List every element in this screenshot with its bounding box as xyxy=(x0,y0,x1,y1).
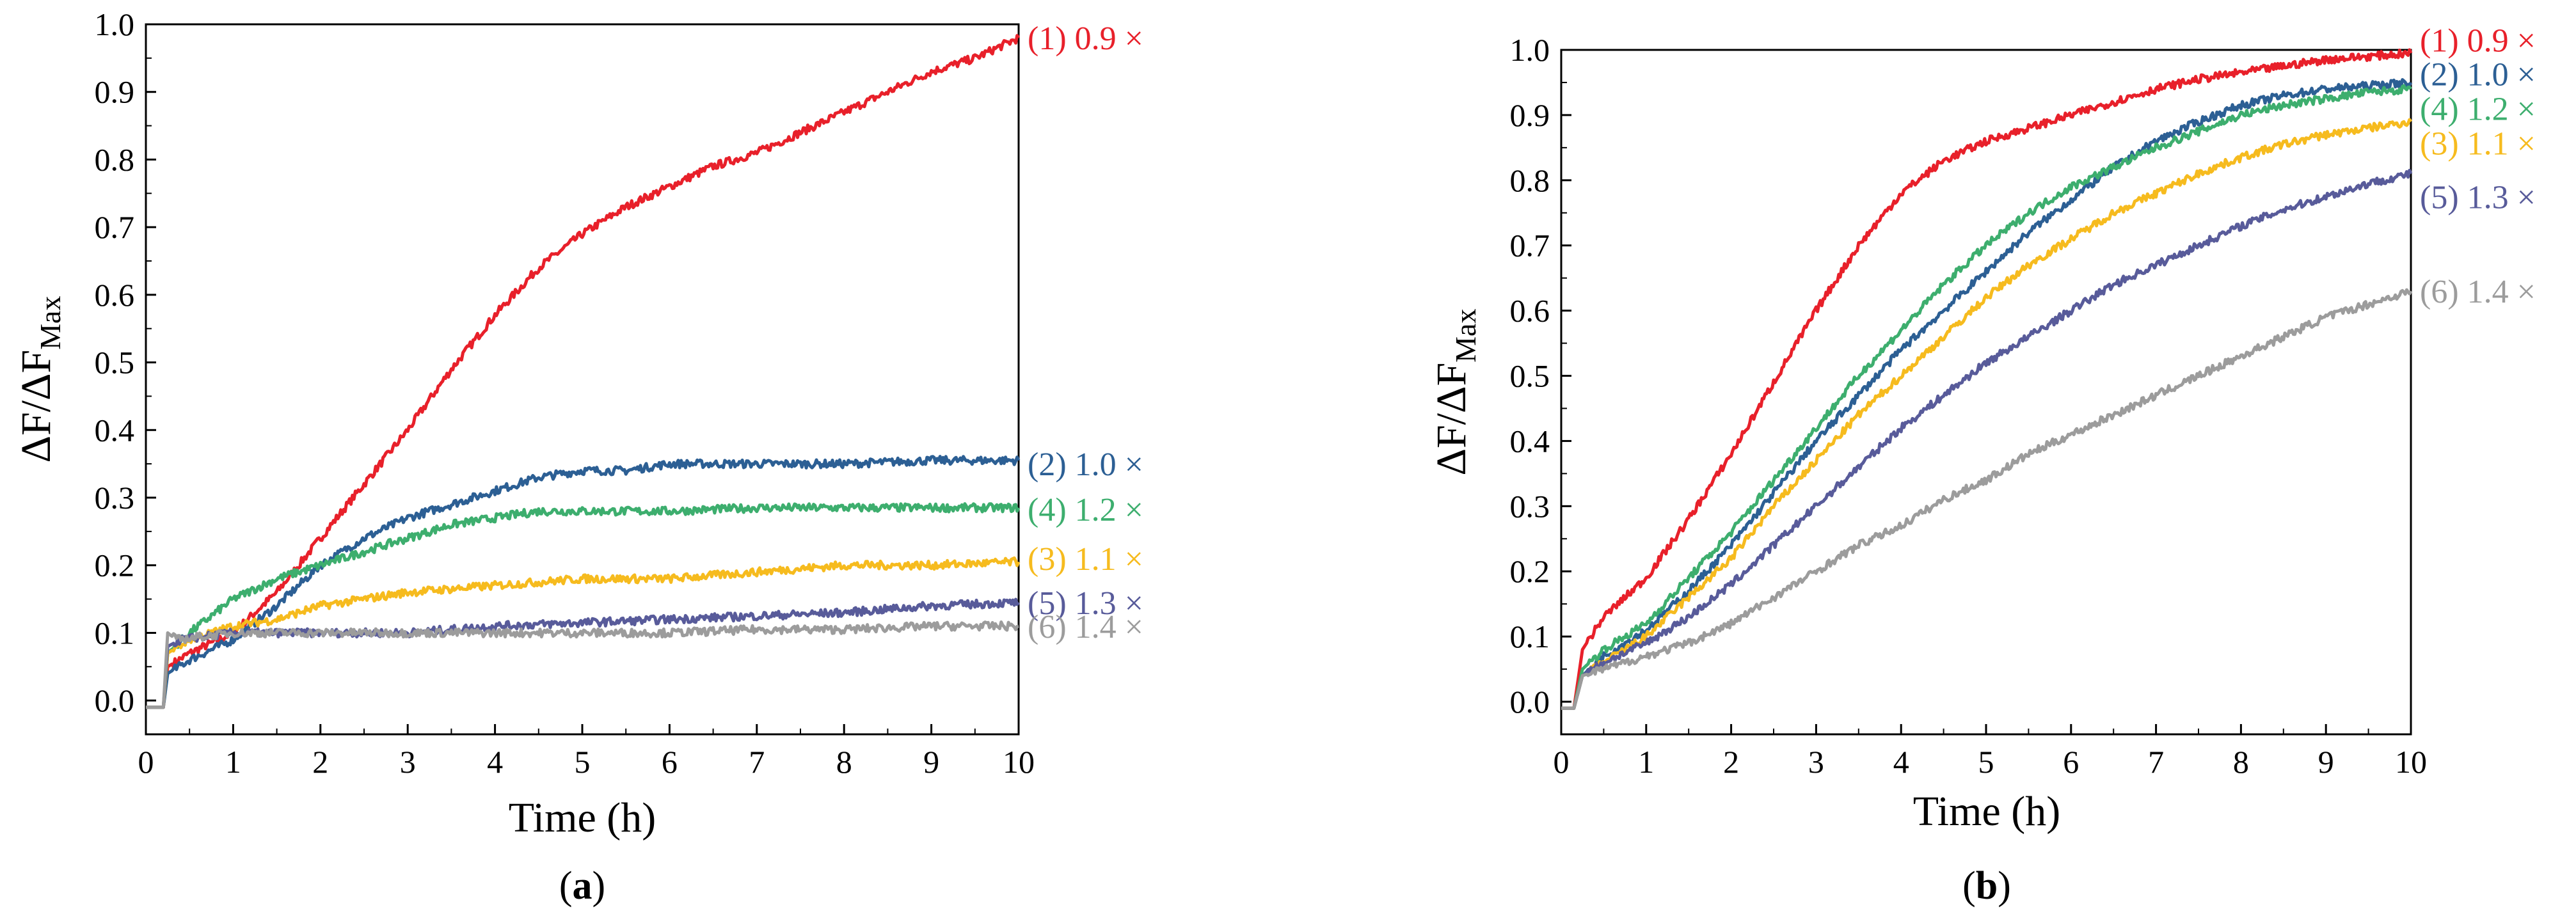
y-tick-label: 0.8 xyxy=(1510,162,1550,198)
x-tick-label: 8 xyxy=(836,744,852,780)
y-tick-label: 0.7 xyxy=(1510,228,1550,264)
x-tick-label: 2 xyxy=(1723,744,1739,780)
panel-label: (b) xyxy=(1962,864,2011,908)
series-line-5 xyxy=(1561,168,2413,710)
y-axis-title: ΔF/ΔFMax xyxy=(1428,309,1482,476)
x-tick-label: 4 xyxy=(1893,744,1909,780)
x-tick-label: 5 xyxy=(1978,744,1994,780)
x-tick-label: 1 xyxy=(1638,744,1654,780)
x-axis-title: Time (h) xyxy=(1913,788,2060,835)
series-label: (3) 1.1 × xyxy=(1028,541,1143,578)
series-label: (4) 1.2 × xyxy=(1028,492,1143,528)
series-label: (5) 1.3 × xyxy=(2420,179,2536,216)
y-tick-label: 0.4 xyxy=(1510,423,1550,459)
y-tick-label: 0.0 xyxy=(1510,684,1550,720)
x-tick-label: 4 xyxy=(487,744,503,780)
y-tick-label: 0.4 xyxy=(95,412,135,448)
series-line-4 xyxy=(145,556,1021,709)
y-tick-label: 1.0 xyxy=(95,6,135,42)
y-tick-label: 0.9 xyxy=(1510,97,1550,133)
y-tick-label: 0.6 xyxy=(1510,293,1550,329)
series-line-1 xyxy=(1561,48,2413,710)
series-line-6 xyxy=(145,620,1019,709)
y-tick-label: 0.5 xyxy=(95,345,135,381)
y-tick-label: 0.3 xyxy=(1510,488,1550,524)
series-label: (3) 1.1 × xyxy=(2420,126,2536,162)
x-tick-label: 5 xyxy=(575,744,591,780)
x-tick-label: 1 xyxy=(225,744,241,780)
series-line-5 xyxy=(145,597,1020,709)
y-tick-label: 0.3 xyxy=(95,480,135,516)
x-tick-label: 0 xyxy=(1554,744,1570,780)
x-axis-title: Time (h) xyxy=(509,794,656,841)
x-tick-label: 6 xyxy=(662,744,678,780)
series-label: (6) 1.4 × xyxy=(2420,274,2536,310)
x-tick-label: 6 xyxy=(2063,744,2079,780)
y-axis-title: ΔF/ΔFMax xyxy=(13,296,67,463)
series-line-3 xyxy=(1561,84,2412,710)
y-tick-label: 0.8 xyxy=(95,141,135,177)
y-tick-label: 0.5 xyxy=(1510,358,1550,394)
y-tick-label: 0.2 xyxy=(1510,553,1550,589)
series-label: (1) 0.9 × xyxy=(2420,23,2536,59)
series-label: (6) 1.4 × xyxy=(1028,609,1143,645)
y-tick-label: 0.7 xyxy=(95,209,135,245)
x-tick-label: 3 xyxy=(1808,744,1824,780)
series-label: (2) 1.0 × xyxy=(2420,57,2536,93)
x-tick-label: 2 xyxy=(312,744,328,780)
x-tick-label: 10 xyxy=(2395,744,2427,780)
x-tick-label: 7 xyxy=(749,744,765,780)
x-tick-label: 10 xyxy=(1003,744,1035,780)
series-label: (5) 1.3 × xyxy=(1028,585,1143,622)
y-tick-label: 1.0 xyxy=(1510,32,1550,68)
plot-frame xyxy=(1560,49,2412,736)
x-tick-label: 9 xyxy=(923,744,939,780)
series-label: (2) 1.0 × xyxy=(1028,446,1143,483)
y-tick-label: 0.1 xyxy=(95,615,135,651)
y-tick-label: 0.0 xyxy=(95,682,135,718)
x-tick-label: 3 xyxy=(400,744,416,780)
series-label: (4) 1.2 × xyxy=(2420,91,2536,128)
y-tick-label: 0.2 xyxy=(95,548,135,583)
y-tick-label: 0.9 xyxy=(95,74,135,110)
series-line-2 xyxy=(1561,78,2413,710)
series-line-2 xyxy=(145,455,1021,709)
chart-panel-a: 0 1 2 3 4 5 6 7 8 9 10 0.0 0.1 0.2 0.3 0.4 0.5 0.6 0.7 0.8 0… xyxy=(13,6,1143,908)
series-label: (1) 0.9 × xyxy=(1028,20,1143,57)
series-line-6 xyxy=(1561,288,2413,710)
series-line-4 xyxy=(1561,118,2413,710)
y-tick-label: 0.6 xyxy=(95,277,135,313)
x-tick-label: 7 xyxy=(2148,744,2164,780)
series-line-3 xyxy=(145,502,1021,709)
x-tick-label: 9 xyxy=(2318,744,2334,780)
x-tick-label: 0 xyxy=(138,744,154,780)
panel-label: (a) xyxy=(559,864,605,908)
chart-panel-b: 0 1 2 3 4 5 6 7 8 9 10 0.0 0.1 0.2 0.3 0.4 0.5 0.6 0.7 0.8 0… xyxy=(1428,23,2536,908)
x-tick-label: 8 xyxy=(2233,744,2249,780)
y-tick-label: 0.1 xyxy=(1510,619,1550,654)
